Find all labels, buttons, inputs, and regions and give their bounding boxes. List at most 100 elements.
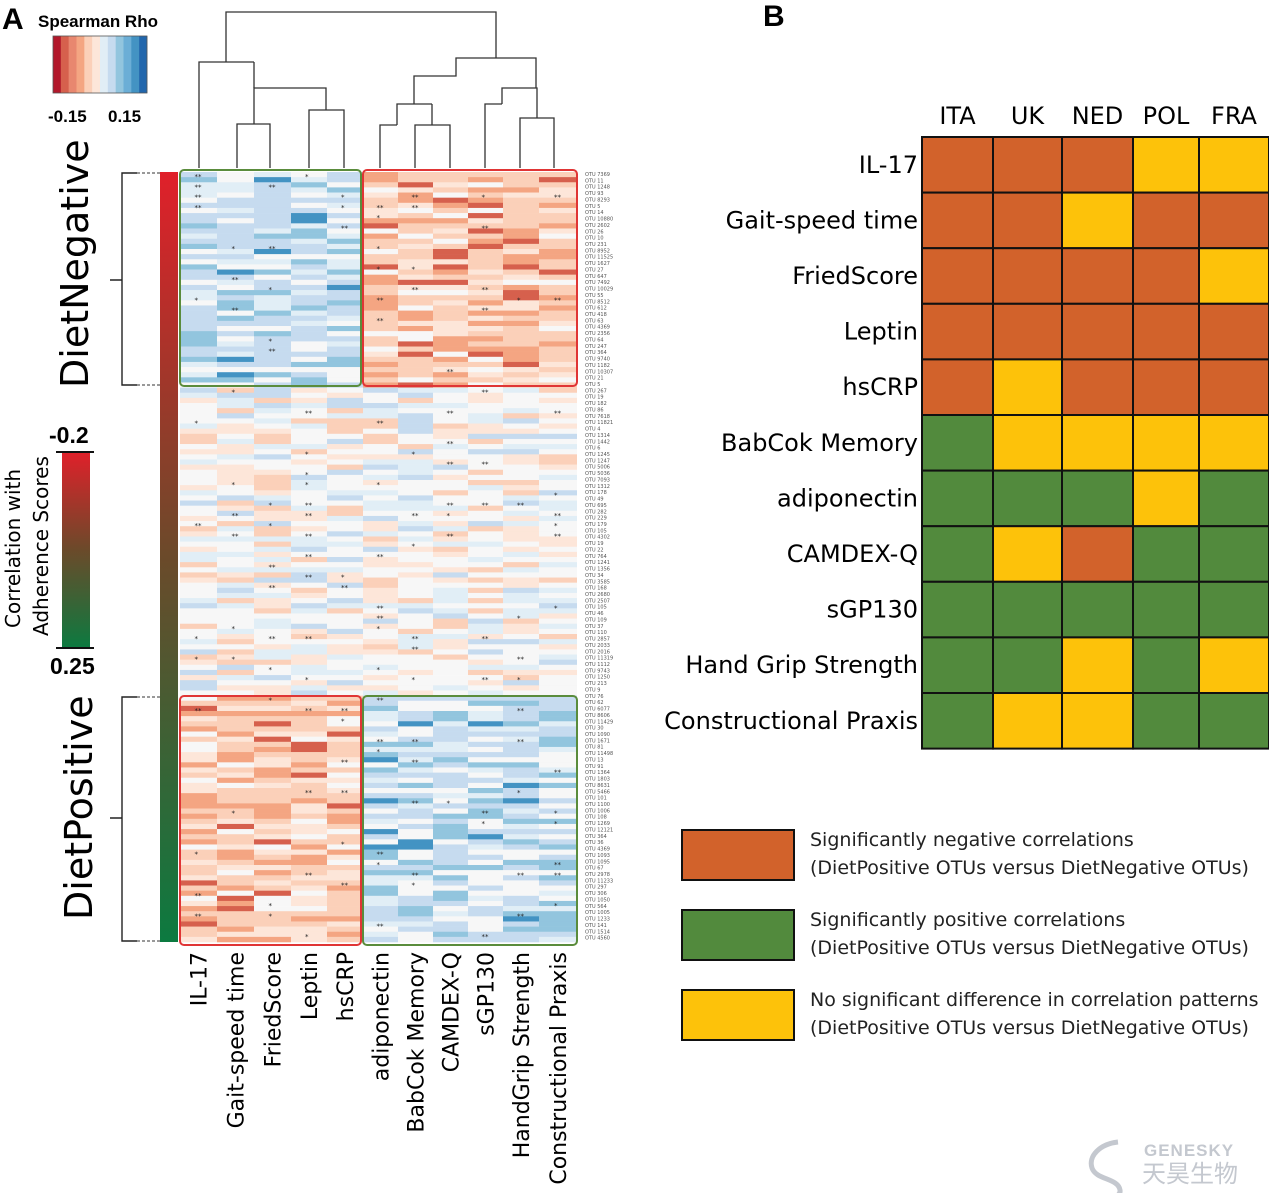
heatmap-cell xyxy=(539,803,577,809)
country-cell xyxy=(1061,414,1134,472)
heatmap-cell xyxy=(433,423,468,429)
heatmap-cell xyxy=(363,243,398,250)
heatmap-cell xyxy=(217,885,254,891)
heatmap-cell xyxy=(291,608,327,614)
otu-label: OTU 231 xyxy=(585,242,607,248)
heatmap-cell xyxy=(503,829,539,835)
otu-label: OTU 1233 xyxy=(585,917,610,923)
heatmap-cell xyxy=(503,551,539,558)
heatmap-cell xyxy=(503,870,539,876)
heatmap-cell xyxy=(180,490,217,496)
heatmap-cell xyxy=(539,218,577,224)
heatmap-cell xyxy=(503,757,539,763)
heatmap-cell xyxy=(468,900,503,907)
heatmap-cell xyxy=(503,865,539,871)
heatmap-cell xyxy=(433,618,468,625)
heatmap-cell xyxy=(180,613,217,619)
heatmap-cell xyxy=(254,731,291,737)
heatmap-cell xyxy=(433,870,468,876)
heatmap-cell xyxy=(291,536,327,542)
heatmap-cell xyxy=(291,839,327,845)
heatmap-cell xyxy=(503,695,539,702)
heatmap-cell xyxy=(433,900,468,907)
heatmap-cell xyxy=(539,757,577,763)
heatmap-cell xyxy=(539,413,577,419)
otu-label: OTU 179 xyxy=(585,522,607,528)
significance-mark: * xyxy=(377,266,381,274)
heatmap-cell xyxy=(291,582,327,589)
heatmap-cell xyxy=(503,202,539,209)
heatmap-cell xyxy=(327,680,363,686)
heatmap-cell xyxy=(327,885,363,891)
heatmap-cell xyxy=(363,397,398,404)
heatmap-cell xyxy=(291,931,327,938)
heatmap-cell xyxy=(398,818,433,825)
heatmap-cell xyxy=(291,213,327,219)
spearman-color-swatch xyxy=(100,36,109,93)
heatmap-cell xyxy=(291,377,327,383)
heatmap-cell xyxy=(291,469,327,476)
heatmap-cell xyxy=(363,865,398,871)
otu-label: OTU 11 xyxy=(585,178,604,184)
row-label: hsCRP xyxy=(842,373,918,401)
heatmap-cell xyxy=(363,536,398,542)
heatmap-cell xyxy=(217,192,254,198)
heatmap-cell xyxy=(327,249,363,255)
heatmap-cell xyxy=(398,177,433,183)
heatmap-cell xyxy=(217,505,254,512)
heatmap-cell xyxy=(180,906,217,912)
heatmap-cell xyxy=(327,587,363,594)
heatmap-cell xyxy=(291,521,327,527)
heatmap-cell xyxy=(503,197,539,204)
heatmap-cell xyxy=(468,408,503,414)
heatmap-cell xyxy=(327,803,363,809)
significance-mark: ** xyxy=(482,286,490,294)
heatmap-cell xyxy=(503,490,539,496)
heatmap-cell xyxy=(217,936,254,943)
heatmap-cell xyxy=(217,839,254,845)
heatmap-cell xyxy=(291,895,327,902)
heatmap-cell xyxy=(180,721,217,727)
heatmap-cell xyxy=(217,403,254,409)
heatmap-cell xyxy=(539,423,577,429)
heatmap-cell xyxy=(254,803,291,809)
heatmap-cell xyxy=(180,726,217,732)
heatmap-cell xyxy=(503,598,539,604)
heatmap-cell xyxy=(327,392,363,399)
heatmap-cell xyxy=(398,906,433,912)
significance-mark: ** xyxy=(377,851,385,859)
heatmap-cell xyxy=(433,254,468,260)
heatmap-cell xyxy=(539,844,577,850)
heatmap-cell xyxy=(398,592,433,599)
heatmap-cell xyxy=(254,408,291,414)
heatmap-cell xyxy=(291,510,327,517)
heatmap-cell xyxy=(217,716,254,722)
heatmap-cell xyxy=(363,700,398,707)
heatmap-cell xyxy=(291,598,327,604)
heatmap-cell xyxy=(180,757,217,763)
heatmap-cell xyxy=(468,572,503,578)
heatmap-cell xyxy=(539,690,577,696)
heatmap-cell xyxy=(254,403,291,409)
dendrogram-branch xyxy=(501,87,520,104)
heatmap-cell xyxy=(180,254,217,260)
heatmap-cell xyxy=(180,454,217,460)
significance-mark: ** xyxy=(232,532,240,540)
heatmap-cell xyxy=(180,351,217,358)
otu-label: OTU 91 xyxy=(585,764,604,770)
significance-mark: * xyxy=(412,450,416,458)
heatmap-cell xyxy=(363,598,398,604)
heatmap-cell xyxy=(433,875,468,881)
heatmap-cell xyxy=(363,931,398,938)
heatmap-cell xyxy=(468,567,503,573)
heatmap-cell xyxy=(503,808,539,814)
heatmap-cell xyxy=(539,274,577,281)
heatmap-cell xyxy=(180,541,217,548)
heatmap-cell xyxy=(468,356,503,363)
heatmap-cell xyxy=(363,762,398,768)
heatmap-cell xyxy=(433,608,468,614)
heatmap-cell xyxy=(291,875,327,881)
heatmap-cell xyxy=(363,675,398,681)
heatmap-cell xyxy=(363,916,398,922)
dendrogram-branch xyxy=(414,124,451,168)
